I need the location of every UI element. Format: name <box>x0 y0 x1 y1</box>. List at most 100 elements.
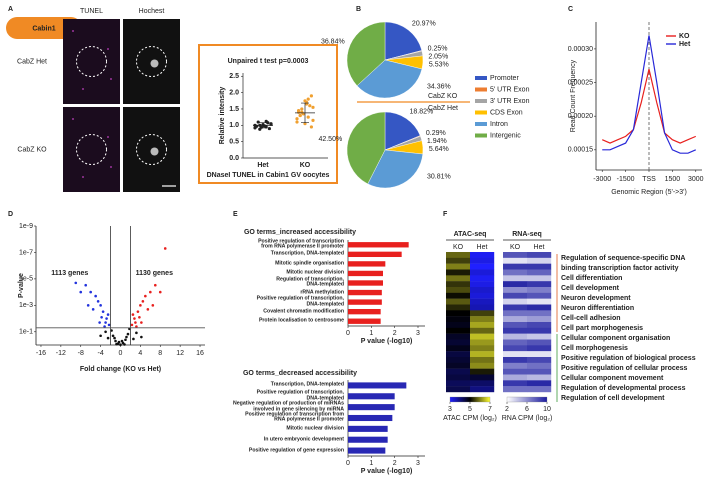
heatmap-cell <box>503 357 528 364</box>
y-tick-label: 0.00030 <box>568 46 593 53</box>
data-point <box>158 290 162 294</box>
data-point <box>295 117 299 121</box>
heatmap-cell <box>470 333 495 340</box>
speck <box>110 78 112 80</box>
data-point <box>309 125 313 129</box>
pie-value-label: 5.64% <box>429 146 449 153</box>
panel-letter: D <box>8 211 13 218</box>
colorbar-tick-label: 10 <box>543 406 551 413</box>
data-point <box>111 334 115 338</box>
heatmap-cell <box>503 362 528 369</box>
y-tick-label: 1.5 <box>229 106 239 113</box>
heatmap-cell <box>527 322 552 329</box>
category-label: Positive regulation of transcription, DN… <box>256 389 344 402</box>
legend-label: CDS Exon <box>490 109 523 116</box>
y-axis-label: P-value <box>18 273 25 298</box>
column-label: Het <box>477 244 488 251</box>
pie-slice <box>384 111 421 151</box>
heatmap-title: RNA-seq <box>512 231 542 238</box>
heatmap-cell <box>503 263 528 270</box>
data-point <box>298 113 302 118</box>
data-point <box>311 105 315 109</box>
heatmap-cell <box>527 310 552 317</box>
y-tick-label: 0.00015 <box>568 147 593 154</box>
y-axis-label: Read Count Frequency <box>570 59 577 132</box>
data-point <box>117 340 121 344</box>
pie-value-label: 42.50% <box>318 136 342 143</box>
heatmap-cell <box>470 252 495 259</box>
pie-value-label: 0.29% <box>426 130 446 137</box>
heatmap-cell <box>527 362 552 369</box>
bar <box>348 447 386 454</box>
inset-title: Unpaired t test p=0.0003 <box>228 58 309 65</box>
colorbar <box>506 396 548 403</box>
image-column-label: TUNEL <box>80 8 103 15</box>
bar <box>348 393 395 400</box>
data-point <box>306 97 310 101</box>
heatmap-cell <box>503 275 528 282</box>
heatmap-cell <box>446 298 471 305</box>
data-point <box>135 331 138 335</box>
x-axis-label: P value (-log10) <box>361 338 413 345</box>
go-term: binding transcription factor activity <box>561 265 679 272</box>
speck <box>72 118 74 120</box>
heatmap-cell <box>446 316 471 323</box>
heatmap-cell <box>470 368 495 375</box>
heatmap-cell <box>503 310 528 317</box>
nucleus <box>150 147 159 156</box>
image-row-label: CabZ Het <box>17 58 47 65</box>
y-tick-label: 1e-1 <box>19 329 33 336</box>
category-label: Positive regulation of transcription, DN… <box>256 295 344 308</box>
data-point <box>153 283 157 287</box>
category-label: Positive regulation of transcription fro… <box>245 411 344 423</box>
data-point <box>86 304 90 307</box>
heatmap-cell <box>470 316 495 323</box>
heatmap-cell <box>503 345 528 352</box>
legend-label: Het <box>679 41 691 48</box>
colorbar <box>449 396 491 403</box>
heatmap-cell <box>446 292 471 299</box>
heatmap-cell <box>503 327 528 334</box>
x-tick-label: 0 <box>346 330 350 337</box>
y-tick-label: 0.00025 <box>568 79 593 86</box>
data-point <box>123 343 126 346</box>
heatmap-cell <box>446 252 471 259</box>
legend-swatch <box>475 110 487 115</box>
x-tick-label: -1500 <box>617 176 635 183</box>
heatmap-cell <box>446 368 471 375</box>
oocyte-outline <box>136 46 167 77</box>
data-point <box>131 313 135 316</box>
colorbar-tick-label: 2 <box>505 406 509 413</box>
heatmap-cell <box>527 257 552 264</box>
heatmap-cell <box>527 345 552 352</box>
pie-slice <box>367 149 424 189</box>
data-point <box>104 330 107 334</box>
pie-value-label: 5.53% <box>429 62 449 69</box>
heatmap-cell <box>527 281 552 288</box>
x-tick-label: 2 <box>393 330 397 337</box>
error-bar <box>301 102 309 124</box>
category-label: rRNA methylation <box>300 288 344 295</box>
heatmap-cell <box>470 357 495 364</box>
go-term: Regulation of developmental process <box>561 385 686 392</box>
heatmap-cell <box>446 322 471 329</box>
data-point <box>96 300 100 303</box>
x-axis-label: P value (-log10) <box>361 468 413 475</box>
data-point <box>105 317 108 320</box>
heatmap-cell <box>527 351 552 358</box>
data-point <box>306 115 310 119</box>
heatmap-cell <box>470 386 495 393</box>
heatmap-cell <box>446 275 471 282</box>
heatmap-cell <box>527 386 552 393</box>
bar <box>348 382 407 389</box>
data-point <box>139 304 142 307</box>
y-axis-label: Relative intensity <box>219 87 226 145</box>
heatmap-cell <box>470 298 495 305</box>
heatmap-cell <box>527 269 552 276</box>
pie-slice <box>384 21 423 61</box>
x-tick-label: 0 <box>119 350 123 357</box>
colorbar-tick-label: 7 <box>488 406 492 413</box>
y-tick-label: 1e-5 <box>19 276 33 283</box>
go-term: Cell differentiation <box>561 275 622 282</box>
